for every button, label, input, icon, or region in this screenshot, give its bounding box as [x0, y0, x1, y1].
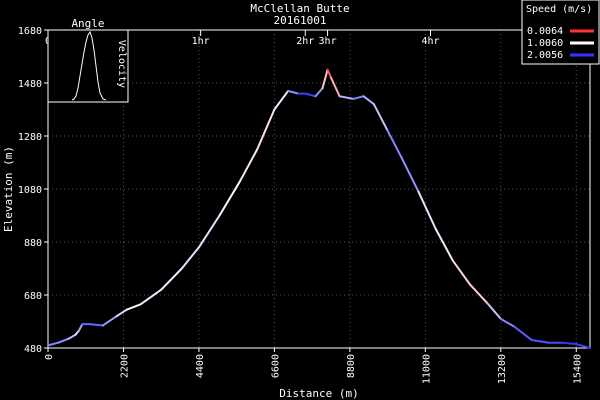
legend-label-low: 0.0064: [527, 26, 563, 37]
legend-label-high: 2.0056: [527, 50, 563, 61]
elevation-segment: [77, 323, 84, 332]
inset-title: Angle: [71, 17, 104, 30]
elevation-segment: [400, 156, 420, 193]
elevation-segment: [499, 317, 516, 328]
elevation-segment: [101, 315, 118, 327]
elevation-segment: [372, 103, 389, 132]
y-tick-label: 1080: [18, 185, 42, 196]
y-tick-label: 880: [24, 238, 42, 249]
elevation-segment: [434, 227, 454, 262]
inset-frame: [47, 29, 129, 103]
legend-entry-mid: 1.0060: [527, 38, 594, 49]
elevation-segment: [321, 68, 329, 90]
elevation-segment: [468, 283, 489, 304]
elevation-segment: [304, 92, 317, 98]
elevation-segment: [287, 89, 300, 95]
x-axis-label: Distance (m): [279, 387, 358, 400]
chart-title: McClellan Butte: [250, 2, 349, 15]
elevation-segment: [273, 89, 290, 111]
elevation-segment: [575, 343, 591, 349]
elevation-segment: [57, 337, 70, 344]
y-tick-label: 1480: [18, 79, 42, 90]
elevation-segment: [338, 95, 355, 100]
y-tick-label: 1280: [18, 132, 42, 143]
elevation-segment: [256, 108, 276, 151]
elevation-segment: [218, 180, 242, 217]
y-tick-label: 480: [24, 344, 42, 355]
elevation-segment: [239, 148, 259, 183]
x-tick-label: 4400: [195, 354, 206, 378]
legend-label-mid: 1.0060: [527, 38, 563, 49]
x-tick-label: 11000: [421, 354, 432, 384]
elevation-segment: [88, 323, 104, 327]
inset-ylabel: Velocity: [116, 40, 127, 88]
time-marker-label: 2hr: [296, 36, 314, 47]
elevation-segment: [386, 129, 403, 159]
chart-subtitle: 20161001: [274, 14, 327, 27]
legend-entry-high: 2.0056: [527, 50, 594, 61]
inset-plot: Angle Velocity: [47, 17, 129, 103]
x-axis-ticks: 0 2200 4400 6600 8800 11000 13200 15400: [44, 348, 583, 384]
x-tick-label: 0: [44, 354, 55, 360]
elevation-segment: [451, 259, 471, 286]
elevation-segment: [47, 341, 60, 347]
y-axis-label: Elevation (m): [2, 146, 15, 232]
x-tick-label: 13200: [497, 354, 508, 384]
elevation-segment: [530, 339, 550, 344]
elevation-segment: [67, 333, 77, 340]
elevation-segment: [561, 341, 578, 346]
x-tick-label: 8800: [346, 354, 357, 378]
elevation-line: [47, 68, 591, 349]
elevation-segment: [362, 95, 375, 106]
elevation-segment: [125, 303, 142, 311]
elevation-segment: [513, 325, 533, 342]
y-tick-label: 1680: [18, 26, 42, 37]
x-tick-label: 15400: [572, 354, 583, 384]
time-marker-label: 4hr: [421, 36, 439, 47]
elevation-segment: [115, 308, 128, 318]
elevation-segment: [417, 190, 437, 230]
inset-distribution-curve: [71, 30, 107, 101]
y-axis-ticks: 480 680 880 1080 1280 1480 1680: [18, 26, 48, 355]
elevation-segment: [197, 214, 221, 249]
time-marker-label: 3hr: [319, 36, 337, 47]
elevation-segment: [330, 76, 341, 98]
x-tick-label: 2200: [119, 354, 130, 378]
elevation-segment: [314, 87, 324, 98]
legend-title: Speed (m/s): [526, 4, 592, 15]
x-tick-label: 6600: [270, 354, 281, 378]
legend-entry-low: 0.0064: [527, 26, 594, 37]
elevation-segment: [326, 68, 333, 79]
elevation-segment: [180, 246, 200, 270]
elevation-segment: [352, 95, 365, 100]
time-marker-label: 1hr: [192, 36, 210, 47]
y-tick-label: 680: [24, 291, 42, 302]
elevation-segment: [160, 267, 183, 291]
elevation-segment: [139, 288, 163, 306]
legend: Speed (m/s) 0.0064 1.0060 2.0056: [521, 0, 600, 65]
elevation-segment: [486, 301, 502, 320]
